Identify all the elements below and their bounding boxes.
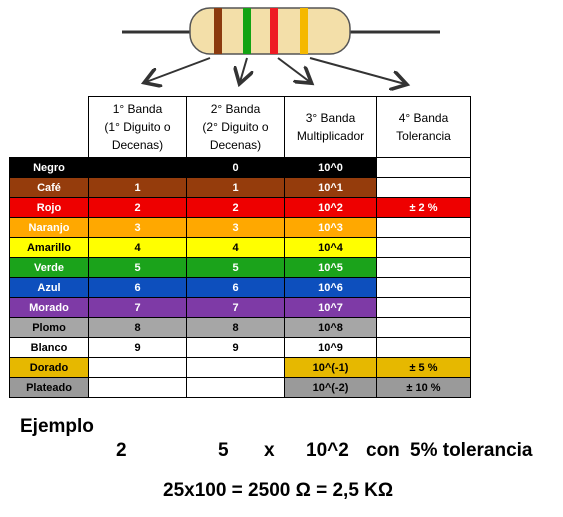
digit-2-cell: 8	[186, 317, 285, 338]
example-digit-1: 2	[116, 440, 127, 461]
arrow-band-2	[240, 57, 247, 82]
table-row: Dorado 10^(-1) ± 5 %	[9, 357, 471, 378]
digit-1-cell: 8	[88, 317, 187, 338]
digit-2-cell	[186, 357, 285, 378]
resistor-diagram	[122, 7, 440, 100]
table-row: Verde 5 5 10^5	[9, 257, 471, 278]
tolerance-cell	[376, 317, 471, 338]
arrow-band-4	[309, 57, 405, 84]
color-name-cell: Verde	[9, 257, 89, 278]
table-row: Azul 6 6 10^6	[9, 277, 471, 298]
tolerance-cell	[376, 277, 471, 298]
multiplier-cell: 10^0	[284, 157, 377, 178]
table-row: Blanco 9 9 10^9	[9, 337, 471, 358]
table-row: Plomo 8 8 10^8	[9, 317, 471, 338]
multiplier-cell: 10^2	[284, 197, 377, 218]
color-name-cell: Rojo	[9, 197, 89, 218]
color-name-cell: Café	[9, 177, 89, 198]
multiplier-cell: 10^8	[284, 317, 377, 338]
digit-1-cell: 9	[88, 337, 187, 358]
example-multiplier: 10^2	[306, 440, 349, 461]
multiplier-cell: 10^(-1)	[284, 357, 377, 378]
digit-2-cell: 9	[186, 337, 285, 358]
table-row: Rojo 2 2 10^2 ± 2 %	[9, 197, 471, 218]
digit-2-cell: 5	[186, 257, 285, 278]
color-name-cell: Azul	[9, 277, 89, 298]
digit-2-cell	[186, 377, 285, 398]
digit-1-cell	[88, 377, 187, 398]
band-2	[243, 8, 251, 54]
tolerance-cell: ± 2 %	[376, 197, 471, 218]
header-band-4: 4° Banda Tolerancia	[376, 96, 471, 158]
digit-2-cell: 7	[186, 297, 285, 318]
tolerance-cell: ± 5 %	[376, 357, 471, 378]
arrow-band-3	[277, 57, 310, 82]
color-name-cell: Dorado	[9, 357, 89, 378]
header-band-3: 3° Banda Multiplicador	[284, 96, 377, 158]
example-label: Ejemplo	[20, 416, 94, 437]
digit-2-cell: 0	[186, 157, 285, 178]
table-row: Amarillo 4 4 10^4	[9, 237, 471, 258]
tolerance-cell	[376, 217, 471, 238]
color-name-cell: Naranjo	[9, 217, 89, 238]
digit-2-cell: 4	[186, 237, 285, 258]
example-formula: 25x100 = 2500 Ω = 2,5 KΩ	[163, 480, 394, 501]
digit-1-cell: 6	[88, 277, 187, 298]
digit-1-cell	[88, 157, 187, 178]
tolerance-cell: ± 10 %	[376, 377, 471, 398]
table-row: Plateado 10^(-2) ± 10 %	[9, 377, 471, 398]
color-name-cell: Negro	[9, 157, 89, 178]
table-row: Morado 7 7 10^7	[9, 297, 471, 318]
digit-2-cell: 1	[186, 177, 285, 198]
multiplier-cell: 10^4	[284, 237, 377, 258]
band-1	[214, 8, 222, 54]
digit-2-cell: 3	[186, 217, 285, 238]
example-times: x	[264, 440, 275, 461]
table-row: Café 1 1 10^1	[9, 177, 471, 198]
multiplier-cell: 10^9	[284, 337, 377, 358]
multiplier-cell: 10^5	[284, 257, 377, 278]
example-tolerance: 5% tolerancia	[410, 440, 533, 461]
digit-1-cell: 5	[88, 257, 187, 278]
header-band-2: 2° Banda (2° Diguito o Decenas)	[186, 96, 285, 158]
color-name-cell: Blanco	[9, 337, 89, 358]
digit-1-cell: 4	[88, 237, 187, 258]
tolerance-cell	[376, 297, 471, 318]
arrow-band-1	[146, 57, 211, 82]
multiplier-cell: 10^7	[284, 297, 377, 318]
color-code-table: 1° Banda (1° Diguito o Decenas) 2° Banda (2…	[9, 96, 471, 398]
example-con: con	[366, 440, 400, 461]
header-band-1: 1° Banda (1° Diguito o Decenas)	[88, 96, 187, 158]
table-row: Negro 0 10^0	[9, 157, 471, 178]
tolerance-cell	[376, 177, 471, 198]
tolerance-cell	[376, 237, 471, 258]
table-row: Naranjo 3 3 10^3	[9, 217, 471, 238]
color-name-cell: Plomo	[9, 317, 89, 338]
multiplier-cell: 10^(-2)	[284, 377, 377, 398]
multiplier-cell: 10^3	[284, 217, 377, 238]
tolerance-cell	[376, 337, 471, 358]
digit-2-cell: 6	[186, 277, 285, 298]
digit-1-cell: 1	[88, 177, 187, 198]
example-digit-2: 5	[218, 440, 229, 461]
color-name-cell: Plateado	[9, 377, 89, 398]
tolerance-cell	[376, 257, 471, 278]
multiplier-cell: 10^1	[284, 177, 377, 198]
multiplier-cell: 10^6	[284, 277, 377, 298]
tolerance-cell	[376, 157, 471, 178]
digit-1-cell: 2	[88, 197, 187, 218]
color-name-cell: Morado	[9, 297, 89, 318]
digit-1-cell: 3	[88, 217, 187, 238]
digit-1-cell	[88, 357, 187, 378]
header-blank	[9, 96, 89, 158]
band-3	[270, 8, 278, 54]
band-4	[300, 8, 308, 54]
color-name-cell: Amarillo	[9, 237, 89, 258]
digit-1-cell: 7	[88, 297, 187, 318]
digit-2-cell: 2	[186, 197, 285, 218]
